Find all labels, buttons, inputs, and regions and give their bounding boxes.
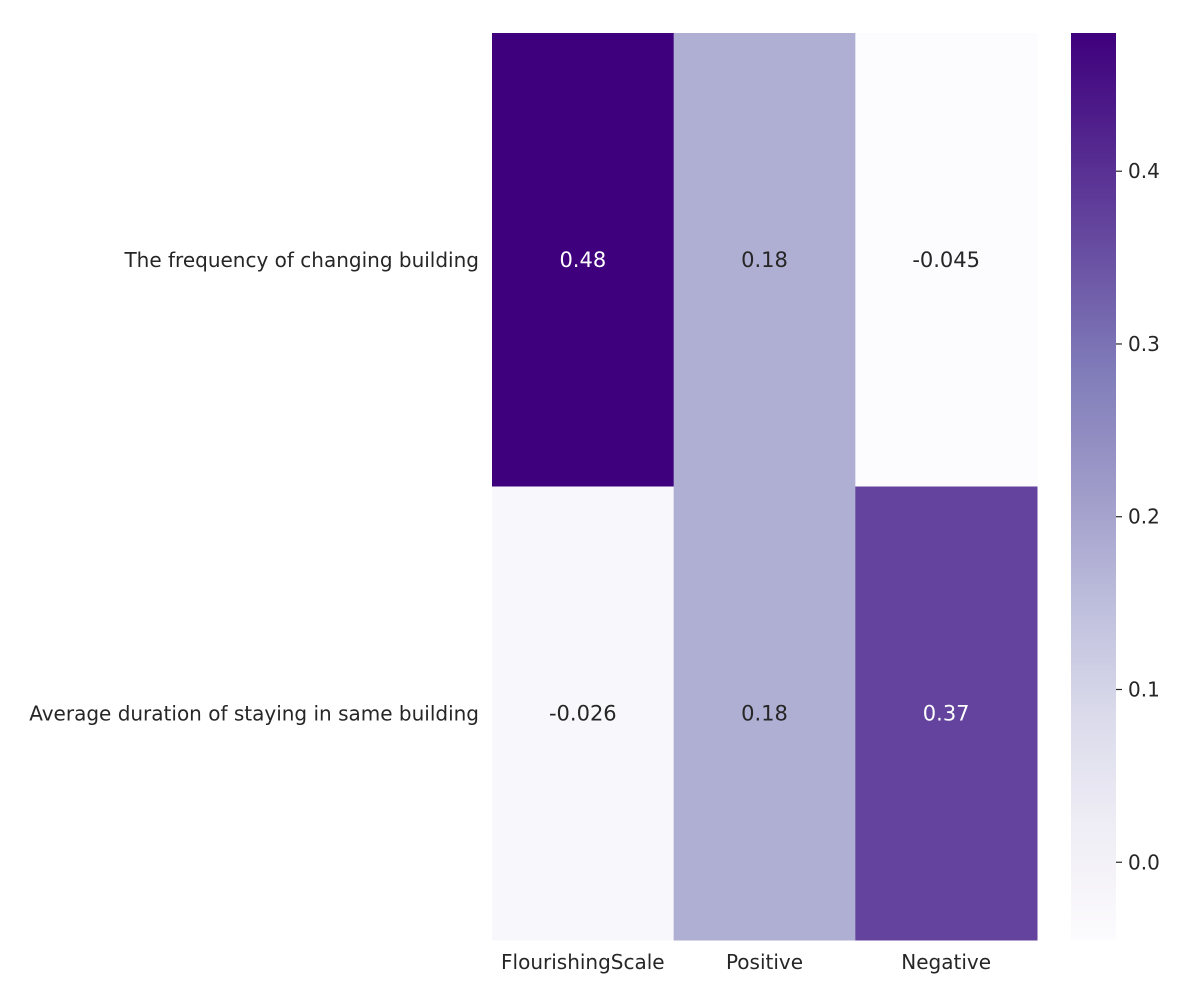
cell-value-label: 0.18 (741, 701, 788, 725)
colorbar-tick-label: 0.2 (1128, 505, 1160, 529)
row-label: The frequency of changing building (123, 248, 479, 272)
row-label: Average duration of staying in same buil… (29, 701, 479, 725)
cell-value-label: 0.48 (559, 248, 606, 272)
colorbar: 0.0 0.1 0.2 0.3 0.4 (1071, 33, 1160, 940)
colorbar-ticks: 0.0 0.1 0.2 0.3 0.4 (1116, 159, 1160, 874)
row-labels: The frequency of changing building Averag… (29, 248, 479, 726)
heatmap-cell (855, 33, 1038, 487)
colorbar-tick-label: 0.4 (1128, 159, 1160, 183)
heatmap-cell (492, 486, 675, 941)
heatmap-cell (673, 33, 856, 487)
colorbar-tick-label: 0.0 (1128, 850, 1160, 874)
heatmap-cell (673, 486, 856, 941)
column-labels: FlourishingScale Positive Negative (501, 950, 991, 974)
heatmap-cell (492, 33, 675, 487)
heatmap-cells: 0.48 0.18 -0.045 -0.026 0.18 0.37 (492, 33, 1038, 941)
heatmap-cell (855, 486, 1038, 941)
column-label: Positive (726, 950, 803, 974)
colorbar-gradient (1071, 33, 1116, 940)
colorbar-tick-label: 0.3 (1128, 332, 1160, 356)
cell-value-label: 0.18 (741, 248, 788, 272)
column-label: Negative (901, 950, 991, 974)
cell-value-label: -0.026 (549, 701, 617, 725)
colorbar-tick-label: 0.1 (1128, 677, 1160, 701)
cell-value-label: -0.045 (912, 248, 980, 272)
cell-value-label: 0.37 (923, 701, 970, 725)
column-label: FlourishingScale (501, 950, 665, 974)
